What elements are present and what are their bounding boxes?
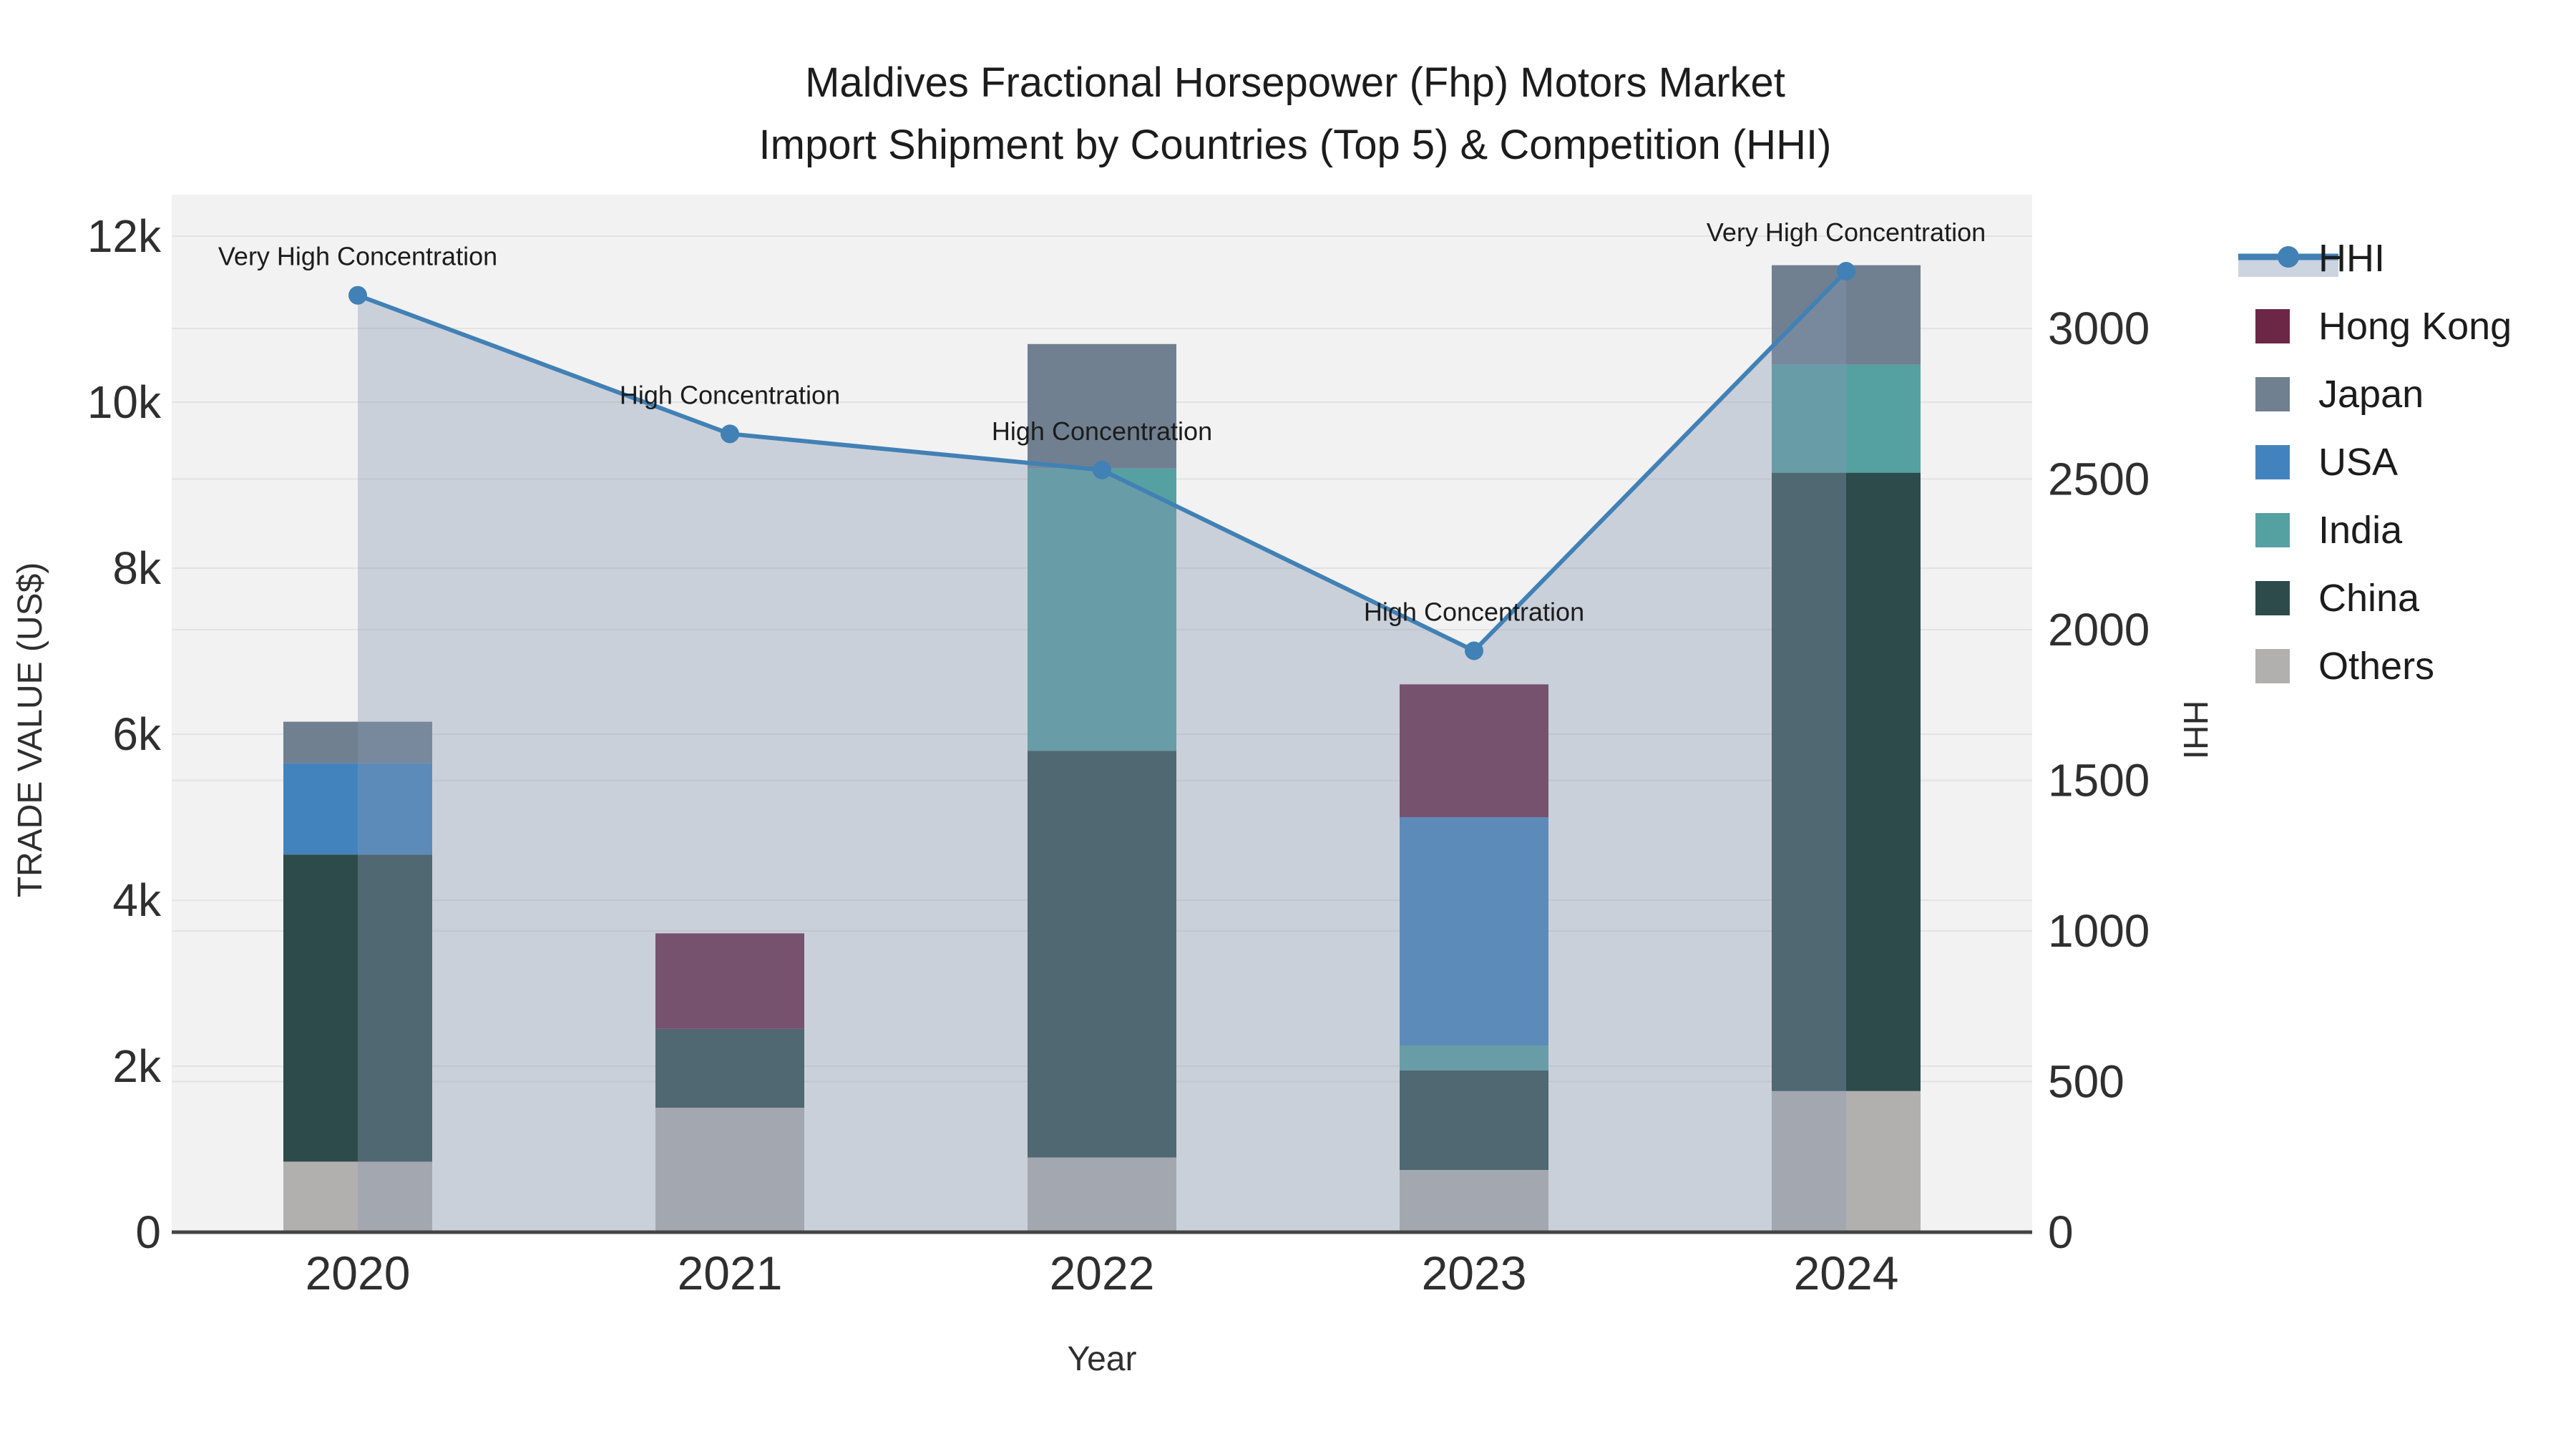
legend-swatch-hong-kong: [2255, 309, 2290, 343]
bar-segment-china-2021[interactable]: [655, 1028, 804, 1108]
bar-segment-china-2022[interactable]: [1028, 751, 1176, 1158]
legend-item-others[interactable]: Others: [2255, 645, 2434, 688]
bar-segment-japan-2024[interactable]: [1772, 265, 1921, 365]
bar-segment-india-2024[interactable]: [1772, 364, 1921, 473]
bar-segment-china-2020[interactable]: [283, 854, 432, 1162]
legend: HHI Hong Kong Japan USA India China Others: [2238, 237, 2512, 688]
bar-segment-india-2023[interactable]: [1400, 1045, 1548, 1070]
legend-swatch-japan: [2255, 377, 2290, 411]
hhi-marker-2023[interactable]: [1465, 641, 1483, 660]
bar-segment-others-2021[interactable]: [655, 1108, 804, 1232]
y-left-tick-label-4k: 4k: [112, 874, 162, 926]
y-right-axis-title: HHI: [2176, 701, 2214, 760]
annotation-2020: Very High Concentration: [218, 242, 497, 271]
bar-segment-usa-2020[interactable]: [283, 763, 432, 855]
x-axis-title: Year: [1068, 1340, 1137, 1378]
annotation-2023: High Concentration: [1364, 597, 1584, 626]
chart-title-line-2: Import Shipment by Countries (Top 5) & C…: [759, 122, 1832, 168]
legend-label-hong-kong: Hong Kong: [2318, 305, 2512, 348]
bar-segment-others-2024[interactable]: [1772, 1091, 1921, 1232]
y-right-tick-label-3000: 3000: [2048, 303, 2150, 354]
legend-item-hhi[interactable]: HHI: [2238, 237, 2385, 280]
legend-item-usa[interactable]: USA: [2255, 441, 2398, 484]
y-left-tick-label-6k: 6k: [112, 708, 162, 760]
hhi-marker-2021[interactable]: [721, 424, 739, 444]
legend-label-china: China: [2318, 577, 2420, 620]
y-left-tick-label-2k: 2k: [112, 1040, 162, 1092]
y-right-tick-label-500: 500: [2048, 1056, 2124, 1108]
x-tick-label-2022: 2022: [1050, 1246, 1155, 1299]
legend-label-usa: USA: [2318, 441, 2398, 484]
legend-hhi-marker: [2278, 246, 2299, 268]
hhi-area-fill: [358, 271, 1846, 1232]
legend-swatch-others: [2255, 649, 2290, 683]
x-tick-label-2021: 2021: [678, 1246, 783, 1299]
y-right-tick-label-1500: 1500: [2048, 755, 2150, 806]
legend-swatch-china: [2255, 581, 2290, 615]
y-right-tick-label-2000: 2000: [2048, 604, 2150, 655]
legend-item-india[interactable]: India: [2255, 509, 2403, 552]
hhi-marker-2024[interactable]: [1837, 262, 1855, 281]
y-right-tick-label-1000: 1000: [2048, 905, 2150, 957]
plot-area: Very High Concentration High Concentratio…: [87, 195, 2150, 1299]
annotation-2024: Very High Concentration: [1707, 218, 1986, 247]
legend-label-others: Others: [2318, 645, 2434, 688]
bar-segment-usa-2023[interactable]: [1400, 817, 1548, 1045]
legend-item-japan[interactable]: Japan: [2255, 373, 2424, 416]
bar-segment-japan-2020[interactable]: [283, 721, 432, 763]
y-left-tick-label-10k: 10k: [87, 376, 162, 428]
legend-item-hong-kong[interactable]: Hong Kong: [2255, 305, 2512, 348]
bar-segment-others-2023[interactable]: [1400, 1170, 1548, 1232]
bar-segment-hong-kong-2023[interactable]: [1400, 684, 1548, 817]
bar-segment-china-2023[interactable]: [1400, 1070, 1548, 1170]
bar-segment-india-2022[interactable]: [1028, 468, 1176, 751]
y-left-tick-label-12k: 12k: [87, 210, 162, 262]
chart-title-line-1: Maldives Fractional Horsepower (Fhp) Mot…: [805, 59, 1785, 106]
y-left-tick-label-0: 0: [135, 1206, 161, 1258]
legend-swatch-india: [2255, 513, 2290, 547]
legend-item-china[interactable]: China: [2255, 577, 2420, 620]
y-left-axis-title: TRADE VALUE (US$): [11, 562, 49, 898]
bar-segment-japan-2022[interactable]: [1028, 343, 1176, 469]
legend-label-hhi: HHI: [2318, 237, 2385, 280]
x-tick-label-2023: 2023: [1422, 1246, 1527, 1299]
legend-swatch-usa: [2255, 445, 2290, 479]
x-tick-label-2020: 2020: [306, 1246, 411, 1299]
y-right-tick-label-2500: 2500: [2048, 454, 2150, 505]
x-tick-label-2024: 2024: [1794, 1246, 1899, 1299]
bar-segment-hong-kong-2021[interactable]: [655, 933, 804, 1029]
hhi-marker-2022[interactable]: [1093, 460, 1111, 479]
y-left-tick-label-8k: 8k: [112, 542, 162, 594]
annotation-2022: High Concentration: [992, 416, 1212, 446]
bar-segment-others-2022[interactable]: [1028, 1157, 1176, 1232]
legend-label-japan: Japan: [2318, 373, 2424, 416]
annotation-2021: High Concentration: [620, 380, 840, 409]
hhi-marker-2020[interactable]: [348, 286, 367, 305]
legend-label-india: India: [2318, 509, 2403, 552]
y-right-tick-label-0: 0: [2048, 1206, 2074, 1258]
bar-segment-china-2024[interactable]: [1772, 472, 1921, 1091]
bar-segment-others-2020[interactable]: [283, 1161, 432, 1232]
